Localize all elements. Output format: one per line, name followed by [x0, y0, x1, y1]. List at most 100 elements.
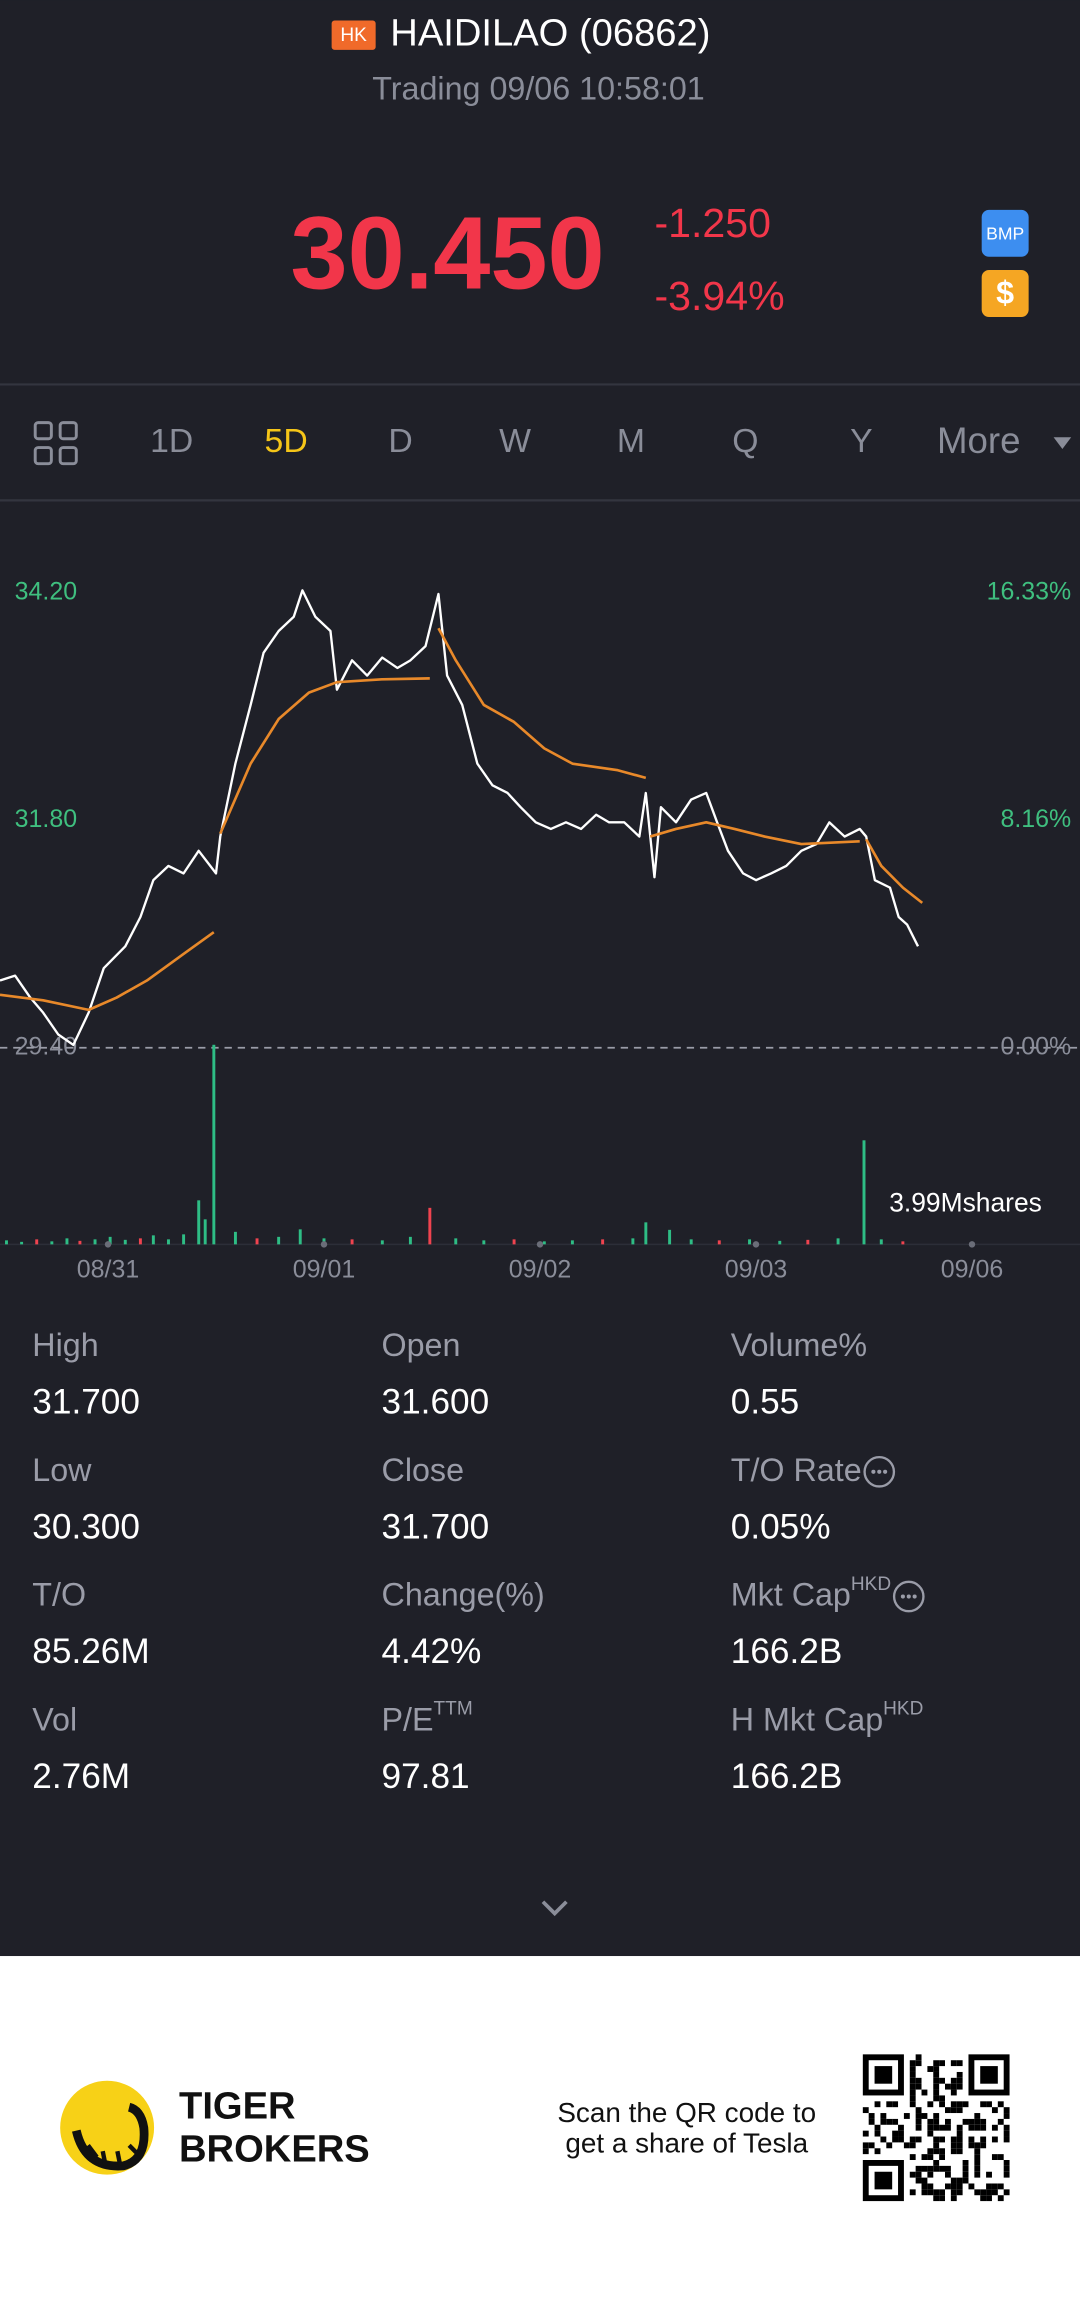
stat-value: 4.42%: [382, 1632, 482, 1671]
volume-bar: [689, 1239, 693, 1245]
qr-module: [956, 2189, 963, 2196]
volume-bar: [778, 1240, 782, 1245]
stat-label-text: High: [32, 1327, 98, 1363]
qr-module: [997, 2154, 1004, 2161]
last-price: 30.450: [290, 195, 604, 310]
period-tab[interactable]: Y: [850, 422, 873, 460]
qr-module: [921, 2154, 928, 2161]
qr-module: [874, 2130, 881, 2137]
period-tab[interactable]: Q: [732, 422, 758, 460]
stat-label-text: Volume%: [731, 1327, 867, 1363]
qr-code: [862, 2054, 1010, 2202]
qr-module: [909, 2089, 916, 2096]
qr-module: [921, 2177, 928, 2184]
qr-finder: [874, 2171, 893, 2190]
period-tab[interactable]: M: [617, 422, 645, 460]
qr-module: [956, 2060, 963, 2067]
promo-text: Scan the QR code to: [557, 2097, 816, 2128]
qr-module: [1003, 2124, 1010, 2131]
volume-bar: [428, 1207, 432, 1245]
qr-module: [909, 2154, 916, 2161]
qr-module: [974, 2154, 981, 2161]
layout-icon[interactable]: [33, 421, 78, 466]
qr-module: [950, 2060, 957, 2067]
info-icon[interactable]: [892, 1580, 925, 1613]
qr-module: [909, 2077, 916, 2084]
bmp-badge[interactable]: [981, 209, 1029, 257]
qr-module: [962, 2177, 969, 2184]
qr-module: [956, 2101, 963, 2108]
stat-label: T/O Rate: [731, 1451, 862, 1487]
x-tick-dot: [320, 1241, 328, 1248]
info-icon-ring: [892, 1580, 925, 1613]
qr-module: [915, 2118, 922, 2125]
qr-module: [945, 2183, 951, 2190]
stat-label: Change(%): [382, 1576, 545, 1612]
qr-module: [886, 2101, 893, 2108]
stat-label: P/ETTM: [382, 1699, 473, 1737]
qr-module: [921, 2089, 928, 2096]
average-line: [0, 627, 924, 1012]
qr-module: [933, 2160, 940, 2166]
qr-module: [927, 2101, 934, 2108]
qr-module: [997, 2183, 1004, 2190]
qr-module: [933, 2077, 940, 2084]
qr-module: [980, 2101, 987, 2108]
qr-module: [862, 2130, 869, 2137]
qr-module: [956, 2148, 963, 2155]
x-tick-dot: [536, 1241, 544, 1248]
info-icon-dot: [877, 1469, 882, 1474]
qr-module: [939, 2148, 945, 2155]
qr-module: [974, 2118, 981, 2125]
qr-module: [950, 2189, 957, 2196]
qr-module: [933, 2083, 940, 2090]
period-tab[interactable]: D: [388, 422, 412, 460]
qr-module: [921, 2113, 928, 2119]
qr-module: [939, 2165, 945, 2172]
qr-module: [986, 2101, 992, 2108]
stat-label-text: Mkt Cap: [731, 1576, 851, 1612]
qr-module: [950, 2089, 957, 2096]
qr-module: [950, 2107, 957, 2114]
brand-name: BROKERS: [179, 2127, 370, 2170]
period-tab[interactable]: 1D: [150, 422, 193, 460]
stat-value: 30.300: [32, 1507, 140, 1546]
info-icon-dot: [883, 1469, 888, 1474]
stat-value: 0.55: [731, 1383, 800, 1422]
qr-module: [898, 2124, 904, 2131]
qr-finder: [980, 2066, 998, 2084]
stat-label-text: P/E: [382, 1701, 434, 1737]
stat-value: 0.05%: [731, 1507, 831, 1546]
period-tab[interactable]: W: [499, 422, 531, 460]
qr-module: [980, 2189, 987, 2196]
y-tick-label: 31.80: [15, 805, 77, 833]
info-icon-dot: [871, 1469, 876, 1474]
qr-module: [1003, 2130, 1010, 2137]
volume-bar: [233, 1231, 237, 1245]
qr-module: [986, 2183, 992, 2190]
qr-module: [915, 2177, 922, 2184]
qr-module: [991, 2124, 998, 2131]
qr-module: [927, 2066, 934, 2072]
stat-value: 97.81: [382, 1757, 470, 1796]
x-tick-dot: [968, 1241, 976, 1248]
info-icon[interactable]: [863, 1455, 896, 1488]
period-tab[interactable]: More: [937, 420, 1021, 461]
market-badge: [331, 20, 376, 50]
qr-module: [956, 2177, 963, 2184]
expand-chevron[interactable]: [541, 1900, 568, 1917]
volume-bar: [512, 1239, 516, 1245]
qr-module: [968, 2118, 975, 2125]
bmp-badge-text: BMP: [986, 223, 1024, 243]
qr-module: [915, 2107, 922, 2114]
volume-bar: [836, 1238, 840, 1245]
currency-badge[interactable]: [981, 270, 1029, 317]
price-change-pct: -3.94%: [654, 273, 784, 319]
period-tab[interactable]: 5D: [265, 422, 308, 460]
qr-module: [997, 2101, 1004, 2108]
qr-module: [886, 2142, 893, 2149]
qr-module: [980, 2142, 987, 2149]
volume-bar: [862, 1140, 866, 1245]
stat-label-text: Change(%): [382, 1576, 545, 1612]
